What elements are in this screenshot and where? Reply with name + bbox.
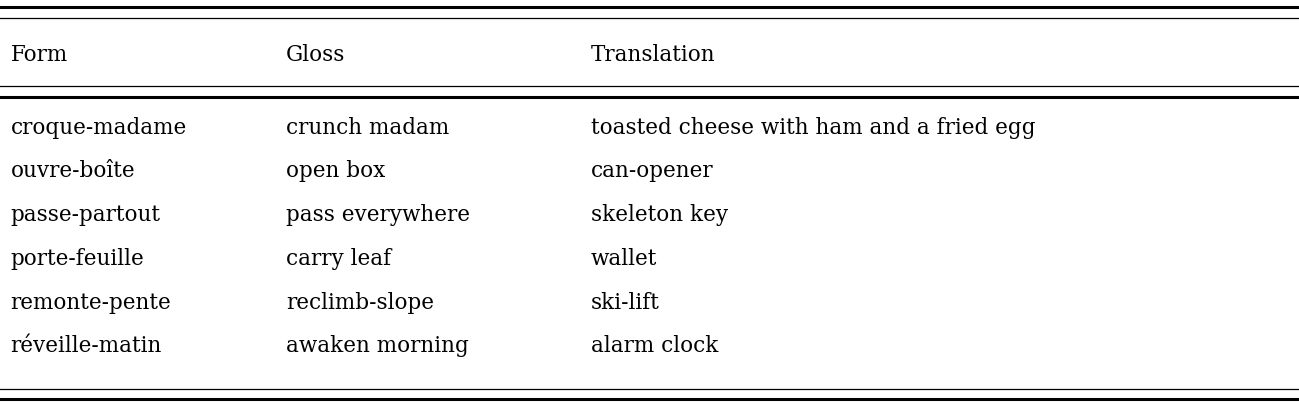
Text: can-opener: can-opener	[591, 160, 713, 182]
Text: Gloss: Gloss	[286, 44, 346, 66]
Text: ski-lift: ski-lift	[591, 292, 660, 313]
Text: awaken morning: awaken morning	[286, 335, 469, 357]
Text: Translation: Translation	[591, 44, 716, 66]
Text: toasted cheese with ham and a fried egg: toasted cheese with ham and a fried egg	[591, 117, 1035, 139]
Text: croque-madame: croque-madame	[10, 117, 187, 139]
Text: open box: open box	[286, 160, 385, 182]
Text: alarm clock: alarm clock	[591, 335, 718, 357]
Text: wallet: wallet	[591, 248, 657, 270]
Text: pass everywhere: pass everywhere	[286, 204, 470, 226]
Text: ouvre-boîte: ouvre-boîte	[10, 160, 135, 182]
Text: porte-feuille: porte-feuille	[10, 248, 144, 270]
Text: skeleton key: skeleton key	[591, 204, 729, 226]
Text: crunch madam: crunch madam	[286, 117, 449, 139]
Text: remonte-pente: remonte-pente	[10, 292, 171, 313]
Text: Form: Form	[10, 44, 68, 66]
Text: réveille-matin: réveille-matin	[10, 335, 162, 357]
Text: reclimb-slope: reclimb-slope	[286, 292, 434, 313]
Text: carry leaf: carry leaf	[286, 248, 391, 270]
Text: passe-partout: passe-partout	[10, 204, 160, 226]
